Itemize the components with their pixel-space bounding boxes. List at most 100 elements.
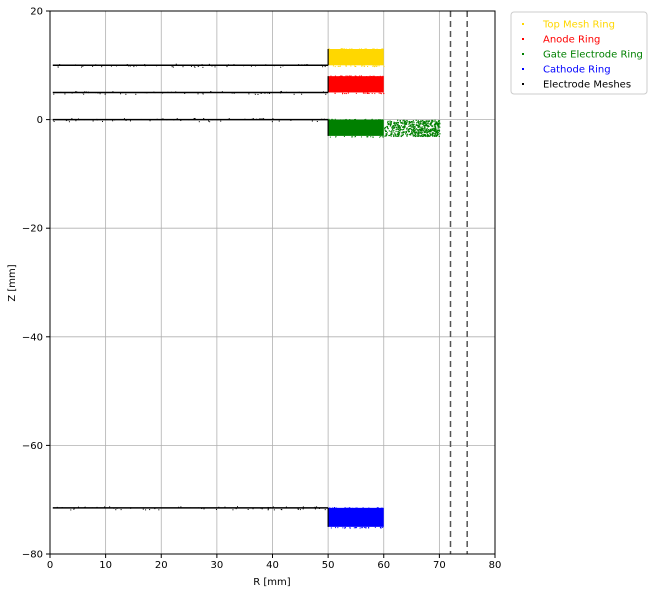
data-point	[434, 119, 436, 121]
data-point	[333, 119, 335, 121]
legend-box	[510, 11, 648, 95]
data-point	[438, 123, 440, 125]
data-point	[429, 135, 431, 137]
data-point	[262, 117, 264, 119]
data-point	[386, 134, 388, 136]
data-point	[293, 93, 295, 95]
data-point	[77, 118, 79, 120]
data-point	[306, 64, 308, 66]
data-point	[418, 124, 420, 127]
data-point	[413, 131, 415, 133]
data-point	[176, 118, 178, 120]
legend-marker	[522, 68, 524, 70]
data-point	[431, 125, 433, 128]
data-point	[433, 124, 436, 126]
data-point	[384, 129, 386, 131]
data-point	[434, 128, 437, 130]
data-point	[422, 128, 424, 130]
data-point	[233, 92, 235, 94]
data-point	[260, 118, 262, 120]
data-point	[364, 527, 366, 529]
data-point	[366, 136, 368, 138]
data-point	[57, 65, 59, 67]
data-point	[381, 507, 383, 509]
data-point	[250, 65, 252, 67]
data-point	[238, 507, 240, 509]
data-point	[85, 91, 87, 93]
data-point	[410, 132, 413, 134]
data-point	[436, 132, 439, 135]
data-point	[436, 135, 438, 137]
data-point	[343, 135, 345, 137]
data-point	[424, 131, 426, 134]
data-point	[280, 508, 282, 510]
data-point	[408, 120, 411, 123]
data-point	[172, 66, 174, 68]
data-point	[332, 507, 334, 509]
data-point	[369, 75, 371, 77]
data-point	[260, 92, 262, 94]
data-point	[392, 131, 394, 133]
data-point	[374, 119, 376, 121]
data-point	[208, 63, 210, 65]
data-point	[347, 75, 349, 77]
data-point	[423, 130, 425, 132]
data-point	[396, 121, 398, 123]
data-point	[346, 507, 348, 509]
data-point	[244, 118, 246, 120]
data-point	[391, 127, 393, 129]
data-point	[178, 506, 180, 508]
data-point	[345, 65, 347, 67]
data-point	[406, 119, 408, 122]
data-point	[214, 66, 216, 68]
data-point	[415, 119, 417, 121]
data-point	[60, 91, 62, 93]
data-point	[423, 126, 425, 128]
data-point	[409, 121, 412, 123]
data-point	[433, 129, 435, 132]
data-point	[202, 93, 204, 95]
data-point	[427, 120, 429, 122]
data-point	[162, 118, 164, 120]
data-point	[394, 134, 397, 136]
x-tick-label: 0	[47, 560, 53, 571]
data-point	[349, 527, 351, 529]
data-point	[437, 122, 439, 125]
data-point	[435, 130, 438, 133]
data-point	[371, 92, 373, 94]
data-point	[129, 65, 131, 67]
data-point	[382, 526, 384, 528]
data-point	[373, 75, 375, 77]
data-point	[390, 135, 392, 137]
data-point	[437, 133, 439, 136]
data-point	[432, 135, 434, 137]
data-point	[96, 118, 98, 120]
data-point	[417, 130, 419, 132]
data-point	[88, 92, 90, 94]
data-point	[201, 64, 203, 66]
data-point	[420, 123, 422, 125]
data-point	[345, 48, 347, 50]
data-point	[368, 527, 370, 529]
data-point	[364, 119, 366, 121]
data-point	[426, 131, 429, 134]
data-point	[396, 126, 398, 129]
data-point	[328, 48, 330, 50]
data-point	[416, 131, 418, 134]
data-point	[374, 66, 376, 68]
data-point	[371, 119, 373, 121]
data-point	[397, 133, 399, 135]
data-point	[410, 125, 412, 127]
data-point	[404, 124, 406, 126]
data-point	[387, 124, 389, 126]
data-point	[201, 92, 203, 94]
data-point	[395, 122, 397, 124]
data-point	[387, 128, 389, 130]
data-point	[144, 65, 146, 67]
data-point	[399, 129, 401, 132]
data-point	[410, 124, 412, 126]
data-point	[339, 75, 341, 77]
data-point	[414, 133, 417, 135]
data-point	[228, 118, 230, 120]
data-point	[87, 91, 89, 93]
